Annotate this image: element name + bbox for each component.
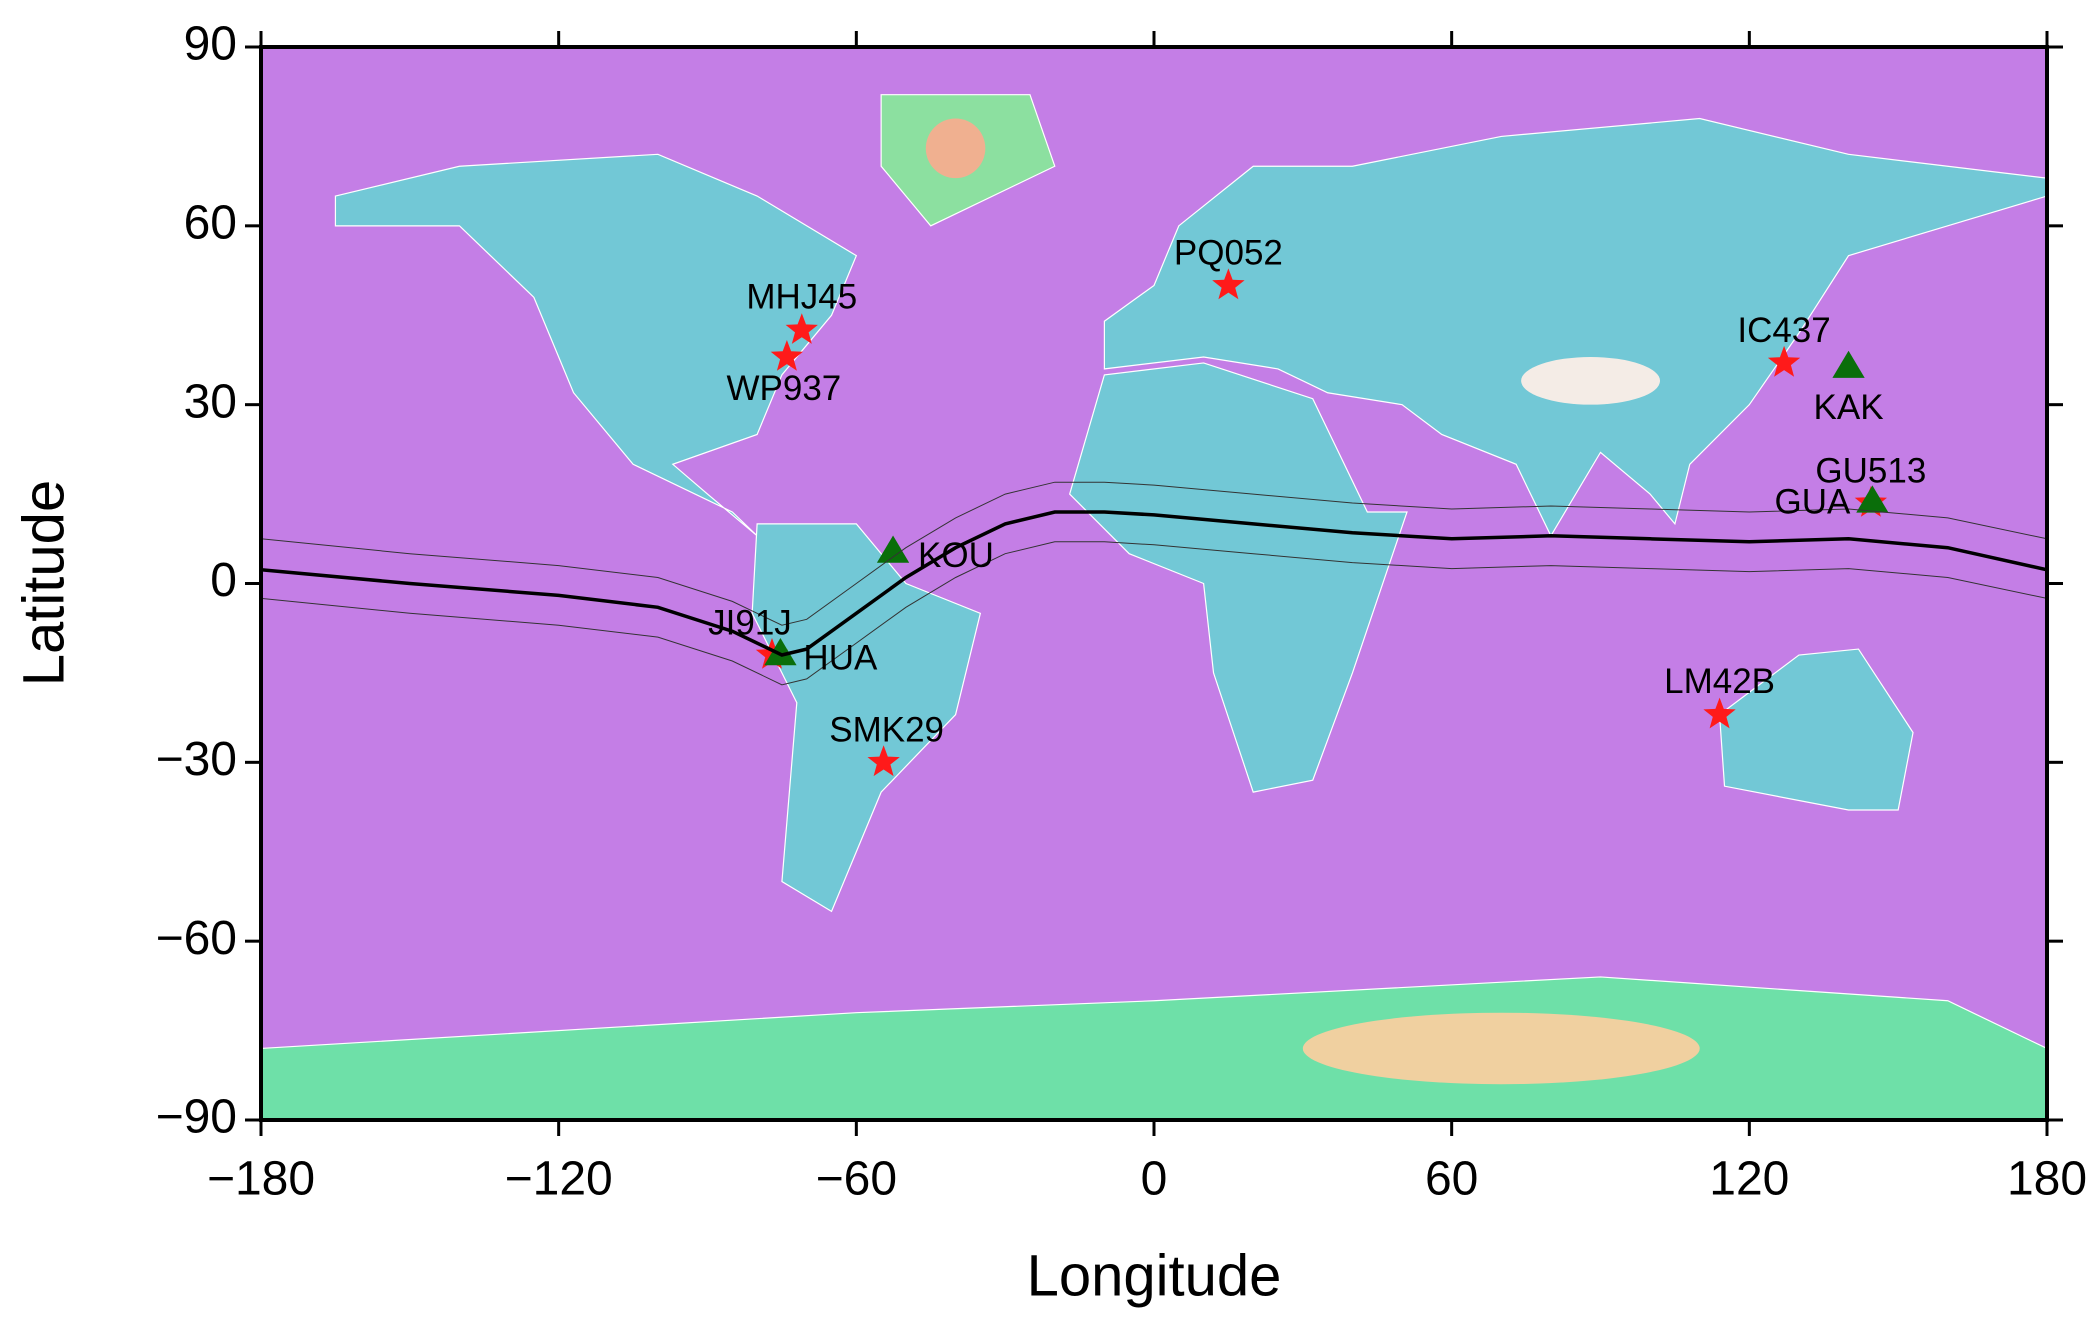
x-tick-label: 0 [1141, 1153, 1168, 1206]
point-label: PQ052 [1174, 234, 1283, 273]
y-tick-label: −60 [156, 912, 237, 965]
x-axis-label: Longitude [1027, 1243, 1282, 1308]
observatory-triangle [1856, 485, 1889, 513]
y-tick-label: 0 [210, 554, 237, 607]
point-label: HUA [803, 638, 878, 677]
y-axis-label: Latitude [11, 480, 76, 686]
station-star [1212, 268, 1245, 300]
data-layer [261, 268, 2047, 777]
land [261, 95, 2047, 1120]
point-label: WP937 [726, 369, 841, 408]
y-tick-label: 60 [184, 197, 237, 250]
station-star [1767, 345, 1801, 377]
station-star [1703, 697, 1736, 729]
point-label: GU513 [1815, 451, 1926, 490]
y-tick-label: −90 [156, 1091, 237, 1144]
point-label: JI91J [708, 603, 792, 642]
y-tick-label: −30 [156, 733, 237, 786]
x-tick-label: 60 [1425, 1153, 1478, 1206]
magnetic-equator [261, 510, 2047, 657]
point-label: MHJ45 [746, 277, 857, 316]
point-label: IC437 [1737, 311, 1830, 350]
point-label: GUA [1775, 483, 1852, 522]
x-tick-label: 120 [1709, 1153, 1789, 1206]
x-tick-label: −60 [816, 1153, 897, 1206]
x-tick-label: −180 [207, 1153, 315, 1206]
station-star [867, 745, 900, 777]
observatory-triangle [1832, 350, 1865, 378]
y-tick-label: 90 [184, 18, 237, 71]
station-star [770, 340, 803, 371]
observatory-triangle [876, 535, 910, 563]
station-star [785, 313, 818, 344]
magnetic-equator [261, 541, 2047, 686]
magnetic-equator [261, 481, 2047, 626]
point-label: LM42B [1664, 662, 1775, 701]
point-label: KAK [1814, 388, 1884, 427]
x-tick-label: 180 [2007, 1153, 2087, 1206]
y-tick-label: 30 [184, 375, 237, 428]
observatory-triangle [764, 638, 797, 666]
point-label: KOU [918, 536, 994, 575]
x-tick-label: −120 [505, 1153, 613, 1206]
point-label: SMK29 [829, 711, 944, 750]
